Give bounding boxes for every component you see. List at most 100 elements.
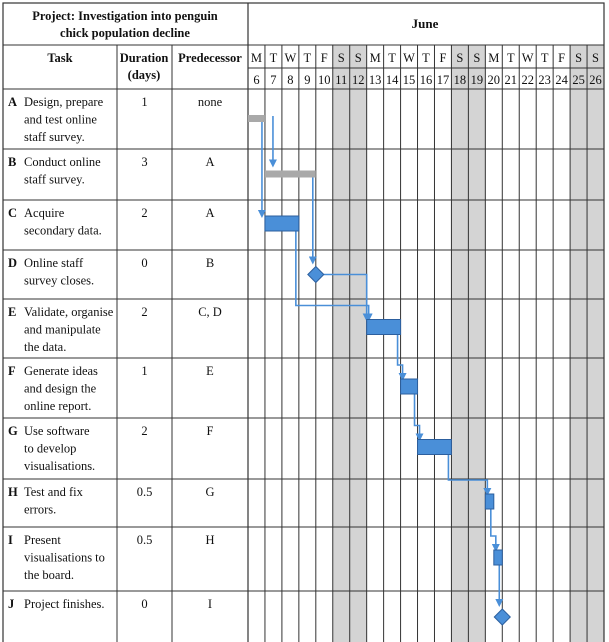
task-predecessor: F: [207, 424, 214, 438]
day-date: 23: [538, 73, 551, 87]
day-date: 12: [352, 73, 365, 87]
task-bar: [400, 378, 419, 395]
day-date: 15: [403, 73, 416, 87]
day-date: 8: [287, 73, 293, 87]
day-date: 17: [437, 73, 450, 87]
predecessor-column-header: Predecessor: [178, 51, 242, 65]
task-name-line: staff survey.: [24, 130, 85, 144]
dependency-arrow: [295, 225, 373, 322]
day-letter: F: [439, 51, 446, 65]
completed-task-bar: [264, 170, 316, 178]
task-name-line: visualisations.: [24, 459, 95, 473]
task-id: E: [8, 305, 16, 319]
task-name-line: Validate, organise: [24, 305, 114, 319]
task-id: H: [8, 485, 18, 499]
day-letter: F: [558, 51, 565, 65]
day-date: 13: [369, 73, 382, 87]
task-predecessor: I: [208, 597, 212, 611]
task-predecessor: A: [205, 206, 214, 220]
task-duration: 2: [141, 305, 147, 319]
day-letter: S: [355, 51, 362, 65]
day-letter: S: [473, 51, 480, 65]
milestone-diamond: [307, 265, 325, 284]
day-letter: T: [304, 51, 312, 65]
completed-task-bar: [248, 115, 265, 122]
weekend-shade: [587, 45, 604, 642]
duration-column-header: Duration: [120, 51, 169, 65]
task-id: C: [8, 206, 17, 220]
weekend-shade: [570, 45, 588, 642]
day-date: 9: [304, 73, 310, 87]
day-letter: S: [456, 51, 463, 65]
weekend-shade: [468, 45, 486, 642]
day-date: 25: [572, 73, 585, 87]
task-duration: 0: [141, 256, 147, 270]
weekend-shade: [451, 45, 469, 642]
day-letter: T: [422, 51, 430, 65]
task-name-line: Conduct online: [24, 155, 101, 169]
task-id: F: [8, 364, 16, 378]
task-name-line: Project finishes.: [24, 597, 105, 611]
task-name-line: survey closes.: [24, 274, 94, 288]
task-name-line: secondary data.: [24, 224, 102, 238]
task-predecessor: B: [206, 256, 214, 270]
duration-unit-label: (days): [128, 68, 161, 82]
task-duration: 0: [141, 597, 147, 611]
task-duration: 1: [141, 95, 147, 109]
day-letter: M: [251, 51, 262, 65]
task-bar: [366, 319, 402, 335]
day-date: 10: [318, 73, 331, 87]
task-name-line: Use software: [24, 424, 90, 438]
task-id: D: [8, 256, 17, 270]
day-letter: T: [388, 51, 396, 65]
task-name-line: Generate ideas: [24, 364, 98, 378]
task-name-line: and manipulate: [24, 323, 101, 337]
dependency-arrow: [323, 273, 371, 322]
task-name-line: Acquire: [24, 206, 65, 220]
task-name-line: the data.: [24, 340, 66, 354]
day-date: 11: [335, 73, 347, 87]
weekend-shade: [332, 45, 350, 642]
dependency-arrow: [447, 448, 492, 496]
day-letter: S: [575, 51, 582, 65]
dependency-arrow: [396, 328, 407, 381]
weekend-shade: [349, 45, 367, 642]
task-duration: 0.5: [137, 485, 153, 499]
task-name-line: to develop: [24, 442, 76, 456]
task-name-line: Design, prepare: [24, 95, 104, 109]
task-predecessor: C, D: [198, 305, 222, 319]
day-date: 16: [420, 73, 433, 87]
day-date: 18: [454, 73, 467, 87]
day-date: 22: [521, 73, 534, 87]
task-duration: 1: [141, 364, 147, 378]
task-name-line: Test and fix: [24, 485, 84, 499]
milestone-diamond: [493, 608, 511, 626]
day-letter: W: [284, 51, 296, 65]
task-id: J: [8, 597, 14, 611]
task-duration: 2: [141, 424, 147, 438]
task-predecessor: G: [205, 485, 214, 499]
day-letter: M: [370, 51, 381, 65]
day-date: 7: [270, 73, 276, 87]
task-name-line: online report.: [24, 399, 91, 413]
dependency-arrow: [490, 503, 500, 552]
task-id: B: [8, 155, 16, 169]
task-bar: [264, 215, 300, 232]
task-duration: 0.5: [137, 533, 153, 547]
day-letter: W: [522, 51, 534, 65]
task-predecessor: none: [198, 95, 223, 109]
task-predecessor: A: [205, 155, 214, 169]
day-letter: T: [507, 51, 515, 65]
task-name-line: and test online: [24, 113, 97, 127]
day-date: 6: [253, 73, 259, 87]
task-name-line: staff survey.: [24, 173, 85, 187]
task-name-line: Online staff: [24, 256, 84, 270]
task-id: I: [8, 533, 13, 547]
task-duration: 2: [141, 206, 147, 220]
task-predecessor: H: [205, 533, 214, 547]
task-id: A: [8, 95, 17, 109]
task-column-header: Task: [47, 51, 72, 65]
day-date: 20: [488, 73, 501, 87]
